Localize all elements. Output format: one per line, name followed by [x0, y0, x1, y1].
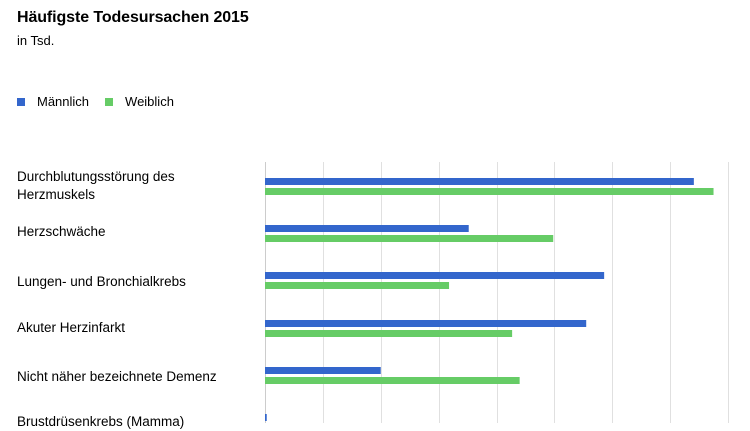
chart-subtitle: in Tsd.: [17, 33, 55, 48]
bar-weiblich[interactable]: [265, 282, 450, 289]
bar-weiblich[interactable]: [265, 235, 554, 242]
bar-weiblich[interactable]: [265, 188, 714, 195]
category-label: Akuter Herzinfarkt: [17, 320, 126, 335]
legend-label-weiblich: Weiblich: [125, 94, 174, 109]
bar-maennlich[interactable]: [265, 414, 267, 421]
legend-label-maennlich: Männlich: [37, 94, 90, 109]
legend: Männlich Weiblich: [17, 94, 190, 109]
legend-item-maennlich[interactable]: Männlich: [17, 94, 89, 109]
bar-weiblich[interactable]: [265, 330, 513, 337]
category-label: Nicht näher bezeichnete Demenz: [17, 369, 217, 384]
chart-title: Häufigste Todesursachen 2015: [17, 9, 249, 26]
legend-swatch-maennlich: [17, 97, 25, 106]
bar-maennlich[interactable]: [265, 178, 694, 185]
category-label: Herzschwäche: [17, 224, 106, 239]
bar-weiblich[interactable]: [265, 377, 520, 384]
legend-swatch-weiblich: [105, 97, 114, 106]
category-label: Lungen- und Bronchialkrebs: [17, 274, 186, 289]
bar-maennlich[interactable]: [265, 272, 605, 279]
category-label: Durchblutungsstörung des Herzmuskels: [17, 169, 175, 202]
bar-maennlich[interactable]: [265, 367, 381, 374]
bar-maennlich[interactable]: [265, 225, 469, 232]
bar-maennlich[interactable]: [265, 320, 587, 327]
legend-item-weiblich[interactable]: Weiblich: [105, 94, 174, 109]
